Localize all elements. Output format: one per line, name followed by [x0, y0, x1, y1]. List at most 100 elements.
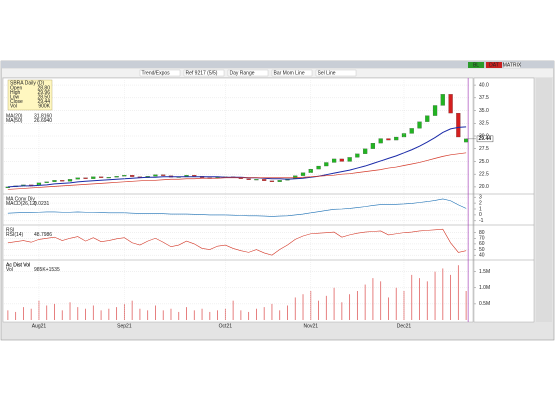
candle	[269, 180, 275, 182]
volume-bar	[256, 308, 257, 320]
legend-value: 31.8160	[34, 113, 52, 119]
info-box-frame	[7, 79, 53, 111]
axis-area	[473, 77, 535, 323]
y-tick-label: 3	[479, 195, 482, 201]
candle	[347, 157, 352, 162]
x-tick-label: Sep21	[117, 323, 132, 329]
volume-bar	[85, 308, 86, 320]
toolbar-label: Trend/Expos	[142, 71, 171, 77]
volume-bar	[139, 308, 141, 320]
moving-average-line	[7, 152, 467, 190]
volume-bar	[131, 300, 133, 320]
volume-bar	[123, 303, 125, 320]
y-tick-label: 50	[479, 247, 485, 253]
candle	[44, 181, 49, 183]
toolbar-label: Bar Mom Line	[274, 71, 305, 77]
volume-bar	[263, 307, 265, 320]
candle	[401, 133, 407, 138]
toolbar-field[interactable]	[183, 69, 225, 77]
candle	[52, 180, 57, 182]
toolbar-field[interactable]	[271, 69, 313, 77]
y-tick-label: 20.0	[479, 184, 489, 190]
volume-bar	[248, 311, 250, 320]
volume-bar	[201, 308, 203, 320]
y-tick-label: 0	[479, 212, 482, 218]
y-tick-label: 80	[479, 230, 485, 236]
toolbar-button[interactable]	[486, 62, 502, 68]
y-tick-label: 35.0	[479, 108, 489, 114]
candle	[153, 174, 158, 177]
volume-bar	[318, 300, 319, 320]
volume-bar	[325, 295, 327, 320]
volume-bar	[395, 287, 397, 320]
info-label: Vol	[10, 103, 17, 109]
candle	[386, 138, 391, 141]
volume-bar	[77, 307, 79, 320]
panel-title: Ac Dist Vol	[6, 262, 30, 268]
volume-bar	[46, 305, 48, 320]
volume-bar	[69, 302, 71, 320]
y-tick-label: 27.5	[479, 146, 489, 152]
info-value: 29.96	[37, 90, 50, 96]
indicator-line	[7, 198, 467, 217]
y-tick-label: 22.5	[479, 172, 489, 178]
toolbar-button-label: BL	[473, 63, 479, 69]
volume-bar	[349, 294, 351, 320]
candle	[192, 175, 197, 177]
toolbar-field[interactable]	[139, 69, 181, 77]
candle	[83, 177, 88, 179]
y-tick-label: 70	[479, 236, 485, 242]
toolbar-button-label: DAT	[489, 63, 499, 69]
info-label: High	[10, 90, 21, 96]
volume-bar	[30, 308, 32, 320]
candle	[114, 176, 119, 178]
candle	[277, 180, 282, 182]
candle	[456, 112, 461, 138]
candle	[440, 94, 445, 106]
candle	[262, 179, 267, 181]
info-label: Open	[10, 85, 22, 91]
plots: 20.022.525.027.530.032.535.037.540.0MA(2…	[3, 78, 534, 329]
volume-bar	[162, 310, 164, 320]
info-title: SBRA Daily (D)	[10, 80, 45, 86]
volume-bar	[310, 291, 312, 320]
y-tick-label: 37.5	[479, 95, 489, 101]
x-tick-label: Oct21	[219, 323, 233, 329]
volume-bar	[232, 300, 234, 320]
y-tick-label: 1.5M	[479, 269, 490, 275]
x-tick-label: Nov21	[304, 323, 319, 329]
legend-name: MA(50)	[6, 118, 23, 124]
side-panel	[536, 78, 552, 322]
toolbar-button[interactable]	[504, 62, 520, 68]
volume-bar	[54, 303, 55, 320]
toolbar-field[interactable]	[227, 69, 269, 77]
panel-title: MA Conv Div	[6, 196, 35, 202]
candle	[464, 138, 469, 143]
volume-bar	[419, 278, 420, 320]
volume-bar	[380, 281, 382, 320]
candle	[394, 136, 399, 141]
last-price-box	[476, 135, 494, 143]
volume-bar	[108, 308, 110, 320]
volume-bar	[100, 310, 102, 320]
info-value: 28.50	[37, 94, 50, 100]
candle	[67, 179, 73, 182]
moving-average-line	[7, 126, 467, 188]
toolbar-button[interactable]	[468, 62, 484, 68]
volume-bar	[333, 287, 335, 320]
candle	[370, 143, 376, 149]
candle	[448, 94, 453, 114]
info-value: 900K	[38, 103, 50, 109]
candle	[355, 153, 360, 158]
toolbar-field[interactable]	[315, 69, 357, 77]
candle	[60, 180, 65, 182]
info-value: 29.44	[37, 99, 50, 105]
y-tick-label: 0.5M	[479, 301, 490, 307]
y-tick-label: 25.0	[479, 159, 489, 165]
volume-bar	[356, 291, 358, 320]
volume-bar	[7, 310, 9, 320]
volume-bar	[302, 294, 304, 320]
volume-bar	[271, 303, 273, 320]
volume-bar	[411, 274, 413, 320]
